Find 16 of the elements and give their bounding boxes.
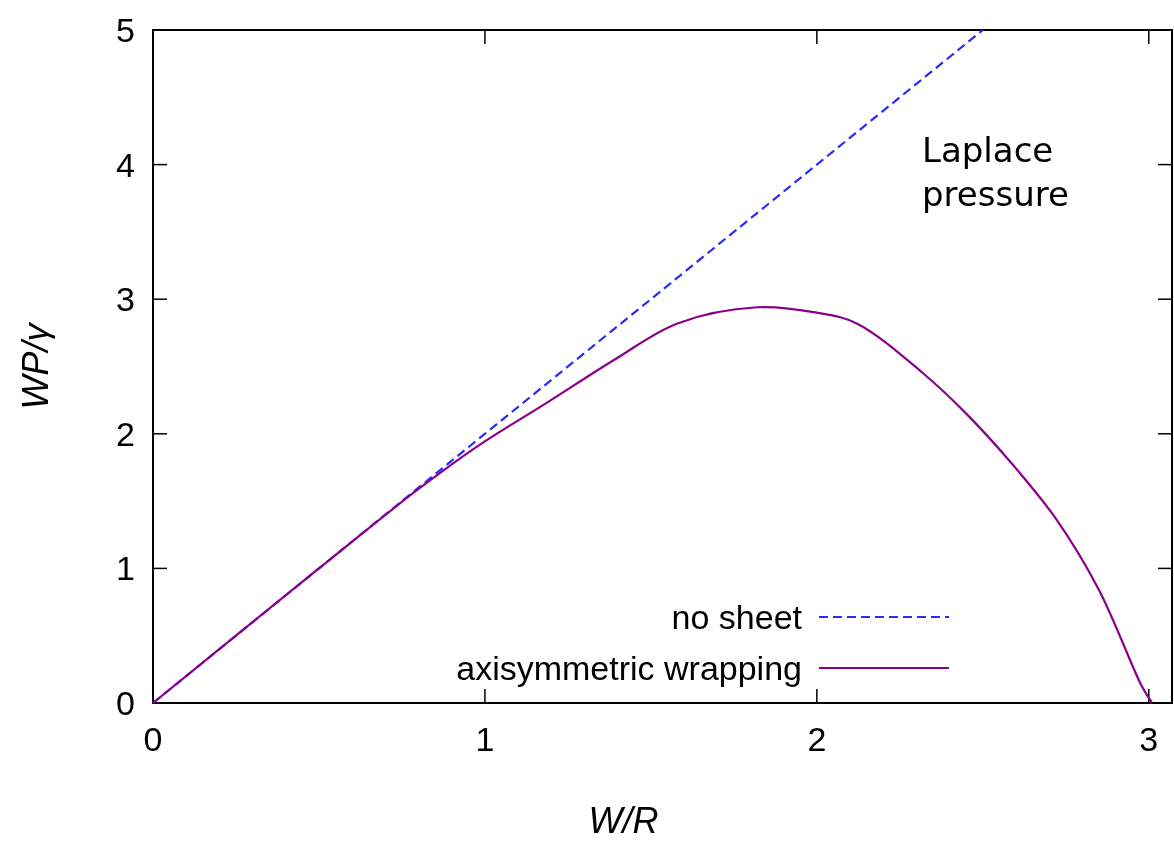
y-tick-label: 3: [116, 280, 135, 319]
annotation: Laplace pressure: [922, 130, 1069, 214]
legend-label: no sheet: [671, 598, 803, 636]
y-tick-label: 5: [116, 11, 135, 49]
y-tick-label: 2: [116, 414, 135, 453]
y-tick-label: 1: [116, 549, 135, 588]
x-tick-label: 1: [475, 720, 495, 758]
line-series: [151, 305, 1154, 705]
x-tick-label: 2: [807, 720, 827, 758]
y-tick-label: 0: [116, 684, 135, 722]
y-axis-title: WP/γ: [15, 321, 56, 410]
x-tick-label: 0: [143, 720, 163, 758]
x-tick-label: 3: [1139, 720, 1159, 758]
x-axis-title: W/R: [588, 800, 659, 841]
y-tick-label: 4: [116, 145, 135, 184]
legend-label: axisymmetric wrapping: [456, 649, 802, 687]
